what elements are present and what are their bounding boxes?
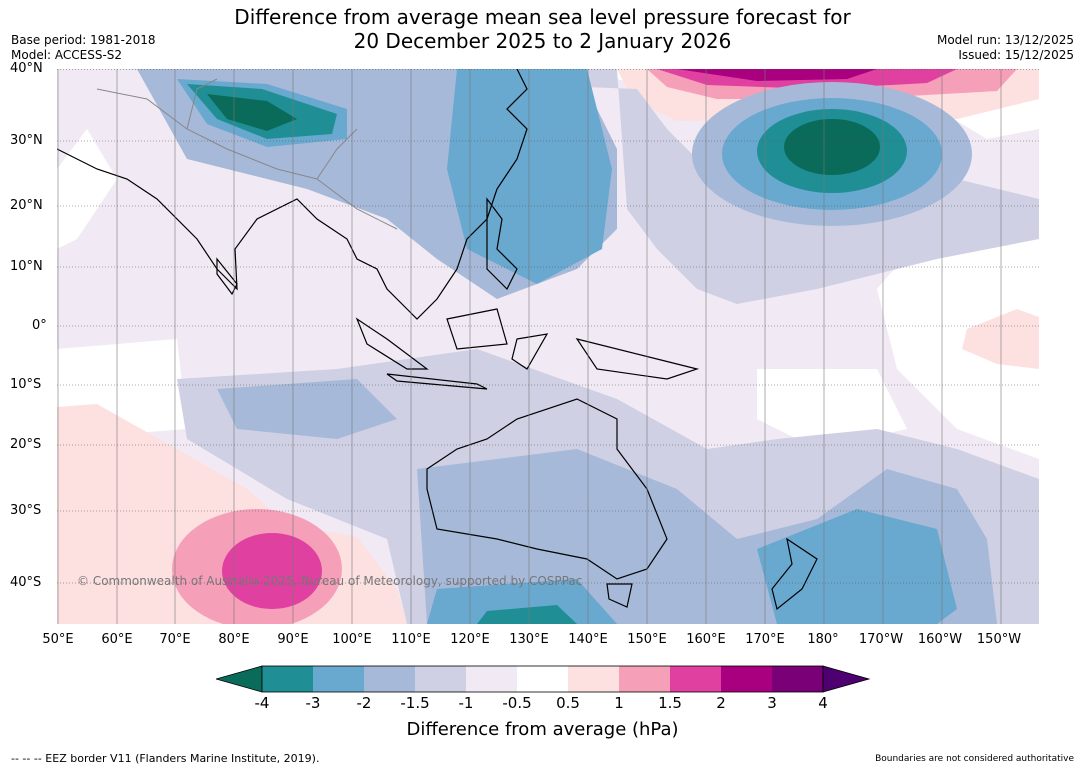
colorbar-tick: 3 (767, 694, 777, 712)
colorbar-segment (313, 666, 364, 692)
sumatra-coastline (355, 317, 429, 370)
colorbar-extend-low (216, 665, 263, 693)
colorbar-segment (772, 666, 823, 692)
borneo-coastline (446, 308, 508, 350)
colorbar-segment (364, 666, 415, 692)
neutral-area-east (877, 199, 1039, 459)
colorbar-outline (261, 665, 824, 693)
lat-label: 0° (32, 318, 47, 333)
negative-south-australia (427, 579, 617, 624)
pressure-anomaly-map (57, 69, 1039, 624)
country-borders (96, 78, 398, 230)
issued-date: Issued: 15/12/2025 (958, 48, 1074, 62)
colorbar-tick: 1.5 (658, 694, 682, 712)
sulawesi-coastline (511, 333, 549, 370)
lon-label: 80°E (218, 632, 250, 647)
lon-label: 130°E (509, 632, 549, 647)
australia-coastline (426, 398, 668, 580)
north-pacific-low-core (784, 119, 880, 175)
colorbar-tick: 4 (818, 694, 828, 712)
colorbar-tick: 2 (716, 694, 726, 712)
lon-label: 140°E (568, 632, 608, 647)
colorbar-tick: -2 (356, 694, 372, 712)
negative-west-pacific (447, 69, 612, 284)
lon-label: 160°E (686, 632, 726, 647)
colorbar-segment (415, 666, 466, 692)
title-line-1: Difference from average mean sea level p… (234, 5, 851, 29)
copyright-notice: © Commonwealth of Australia 2025, Bureau… (77, 574, 583, 588)
lon-label: 180° (807, 632, 839, 647)
base-period: Base period: 1981-2018 (11, 33, 156, 47)
lon-label: 150°E (627, 632, 667, 647)
lon-label: 170°E (745, 632, 785, 647)
model-name: Model: ACCESS-S2 (11, 48, 123, 62)
colorbar-tick: -4 (254, 694, 270, 712)
neutral-area-west (57, 129, 117, 249)
colorbar-segment (262, 666, 313, 692)
colorbar-segment (619, 666, 670, 692)
negative-core-south (477, 605, 577, 624)
java-coastline (386, 373, 488, 390)
lon-label: 150°W (976, 632, 1022, 647)
colorbar-segment (517, 666, 568, 692)
colorbar-segment (721, 666, 772, 692)
colorbar-tick: 1 (614, 694, 624, 712)
meridians (57, 69, 1002, 624)
philippines-coastline (486, 197, 518, 291)
model-run: Model run: 13/12/2025 (936, 33, 1074, 47)
colorbar-tick: -1 (458, 694, 474, 712)
title-line-2: 20 December 2025 to 2 January 2026 (353, 29, 732, 53)
lat-label: 40°N (10, 61, 43, 76)
meta-left: Base period: 1981-2018 Model: ACCESS-S2 (11, 33, 156, 63)
asia-coastline (57, 69, 528, 320)
negative-tasman (757, 509, 957, 624)
colorbar-tick: -3 (305, 694, 321, 712)
meta-right: Model run: 13/12/2025 Issued: 15/12/2025 (937, 33, 1074, 63)
eez-legend: -- -- -- EEZ border V11 (Flanders Marine… (11, 752, 320, 765)
lat-label: 30°S (10, 503, 42, 518)
sri-lanka-coastline (216, 257, 238, 296)
lon-label: 110°E (391, 632, 431, 647)
lat-label: 10°S (10, 377, 42, 392)
boundaries-disclaimer: Boundaries are not considered authoritat… (875, 754, 1074, 764)
map-title: Difference from average mean sea level p… (0, 5, 1085, 53)
lat-label: 20°S (10, 437, 42, 452)
positive-anomaly-core (222, 533, 322, 609)
lon-label: 60°E (101, 632, 133, 647)
lon-label: 100°E (332, 632, 372, 647)
lon-label: 90°E (277, 632, 309, 647)
lon-label: 160°W (917, 632, 963, 647)
colorbar-tick: -1.5 (400, 694, 430, 712)
lon-label: 70°E (159, 632, 191, 647)
coastlines (57, 69, 818, 611)
lon-label: 170°W (858, 632, 904, 647)
positive-anomaly-east (962, 309, 1039, 369)
colorbar-segment (670, 666, 721, 692)
colorbar-tick: 0.5 (556, 694, 580, 712)
colorbar-segment (466, 666, 517, 692)
colorbar-tick: -0.5 (502, 694, 532, 712)
new-guinea-coastline (575, 338, 700, 380)
neutral-area-pacific (757, 369, 907, 449)
colorbar-extend-high (822, 665, 870, 693)
north-positive-peak (677, 69, 877, 81)
negative-tibet-core (207, 94, 297, 131)
lat-label: 20°N (10, 198, 43, 213)
lon-label: 120°E (450, 632, 490, 647)
colorbar-segment (568, 666, 619, 692)
new-zealand-coastline (771, 537, 818, 611)
lat-label: 10°N (10, 259, 43, 274)
tasmania-coastline (606, 583, 633, 608)
lon-label: 50°E (42, 632, 74, 647)
colorbar-label: Difference from average (hPa) (406, 719, 679, 740)
lat-label: 30°N (10, 133, 43, 148)
lat-label: 40°S (10, 575, 42, 590)
colorbar (216, 665, 870, 693)
